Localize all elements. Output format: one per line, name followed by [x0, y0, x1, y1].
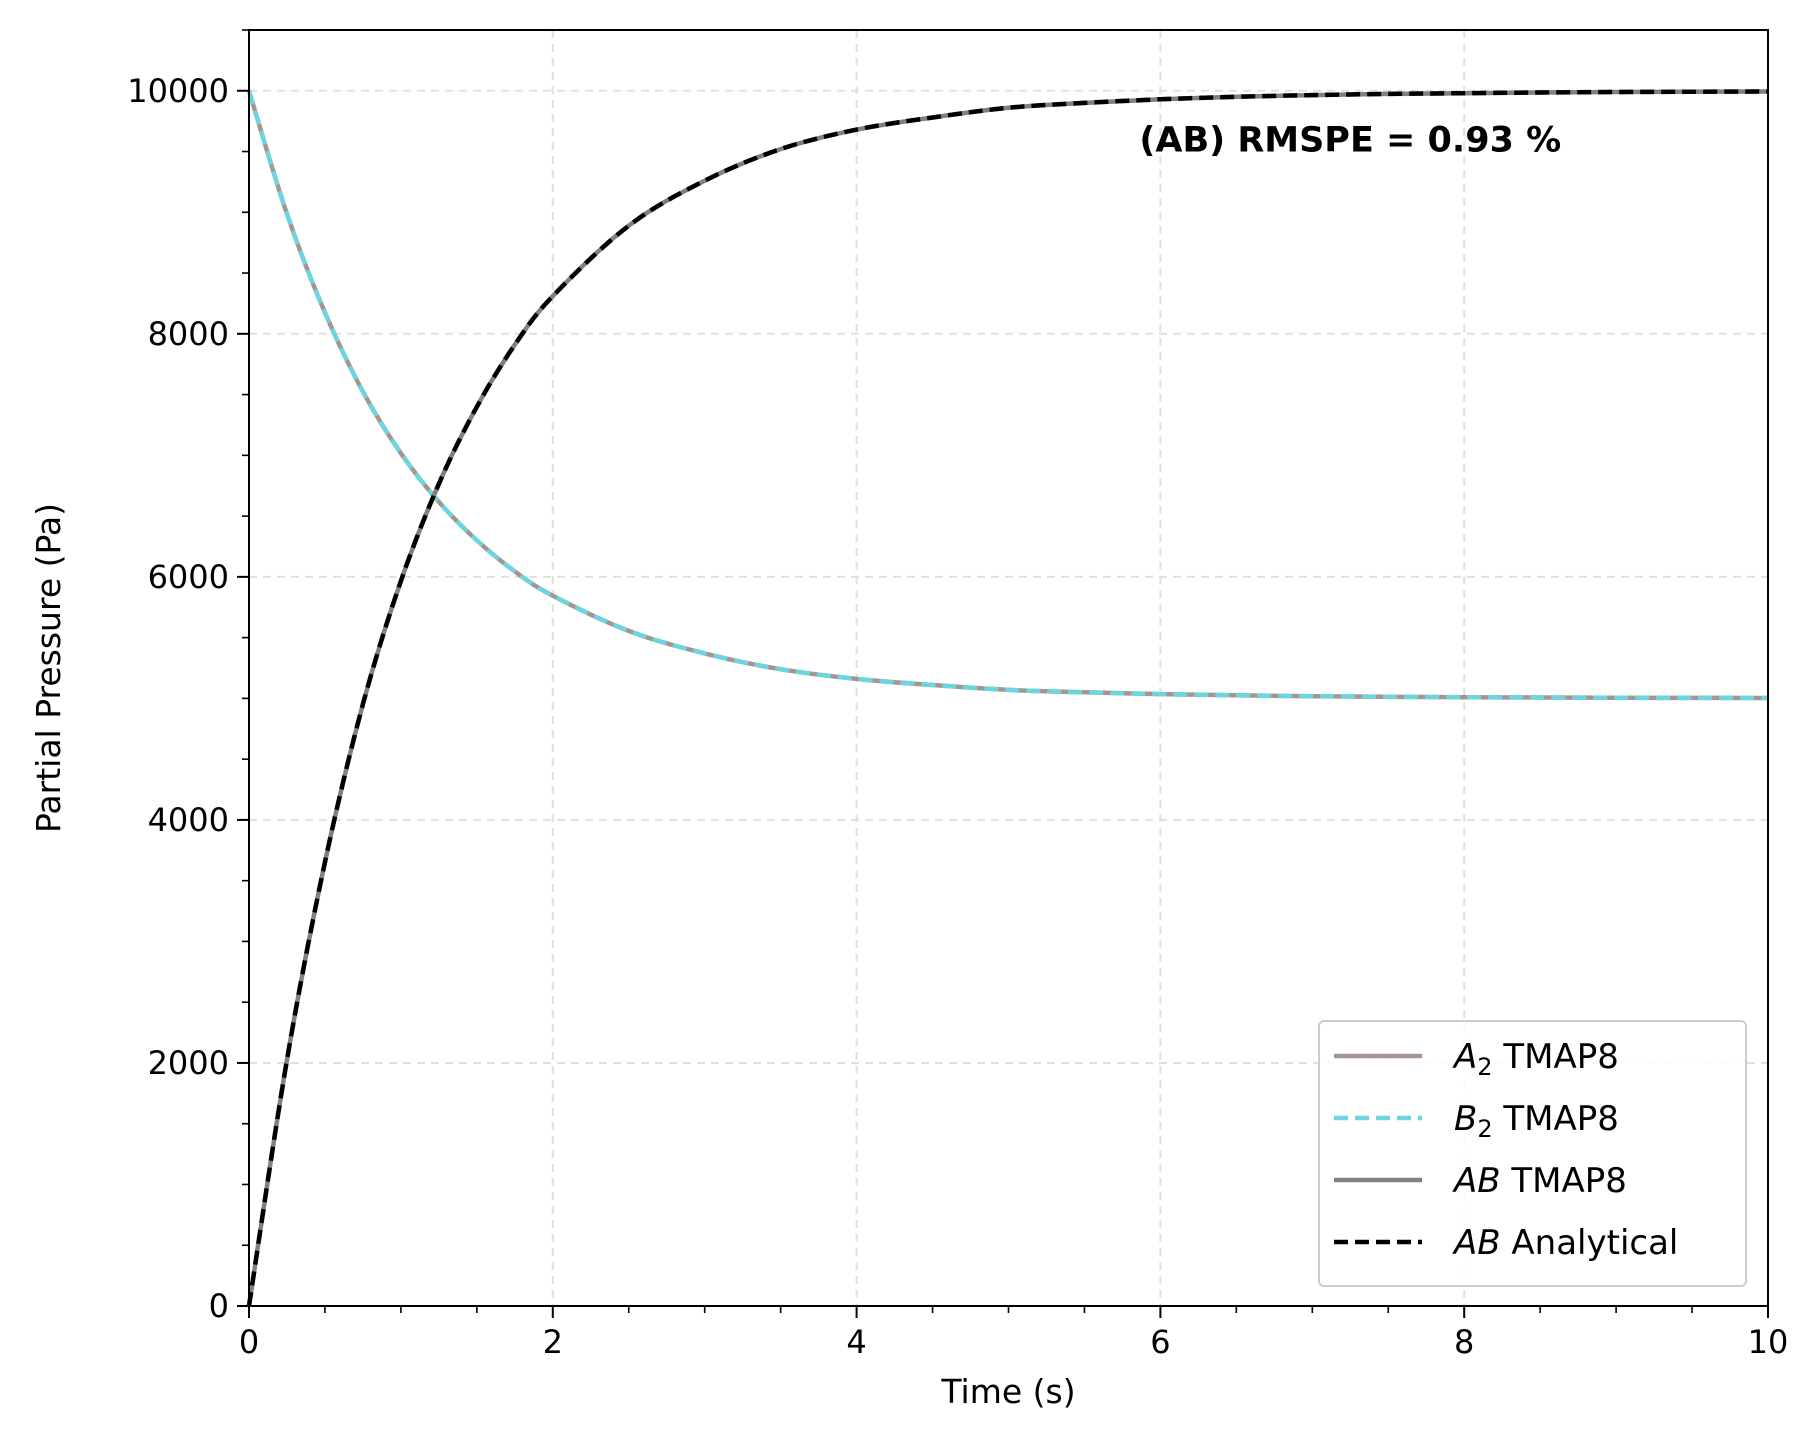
y-tick-label: 8000 [148, 315, 229, 353]
x-tick-label: 10 [1748, 1323, 1789, 1361]
x-axis-label: Time (s) [940, 1372, 1075, 1411]
x-tick-label: 4 [846, 1323, 866, 1361]
x-tick-label: 0 [239, 1323, 259, 1361]
y-tick-label: 4000 [148, 801, 229, 839]
y-axis-label: Partial Pressure (Pa) [29, 503, 68, 833]
series-lines [246, 89, 1769, 1307]
legend-label: A2 TMAP8 [1452, 1037, 1619, 1081]
series-line-ab-analytical [246, 89, 1769, 1307]
x-tick-label: 2 [543, 1323, 563, 1361]
y-tick-label: 6000 [148, 558, 229, 596]
legend: A2 TMAP8 B2 TMAP8 AB TMAP8 AB Analytical [1318, 1020, 1747, 1287]
legend-label: AB Analytical [1452, 1223, 1678, 1263]
y-tick-label: 10000 [127, 72, 229, 110]
x-tick-label: 6 [1150, 1323, 1170, 1361]
legend-label: AB TMAP8 [1452, 1161, 1627, 1201]
legend-box [1318, 1020, 1747, 1287]
x-tick-label: 8 [1454, 1323, 1474, 1361]
series-line-b2-tmap8 [246, 90, 1769, 701]
axis-ticks: 0 2 4 6 8 10 0 2000 4000 6000 8000 10000 [127, 29, 1789, 1361]
legend-label: B2 TMAP8 [1454, 1099, 1619, 1143]
y-tick-label: 2000 [148, 1044, 229, 1082]
y-tick-label: 0 [209, 1287, 229, 1325]
rmspe-annotation: (AB) RMSPE = 0.93 % [1139, 120, 1561, 160]
legend-items: A2 TMAP8 B2 TMAP8 AB TMAP8 AB Analytical [1334, 1037, 1678, 1263]
